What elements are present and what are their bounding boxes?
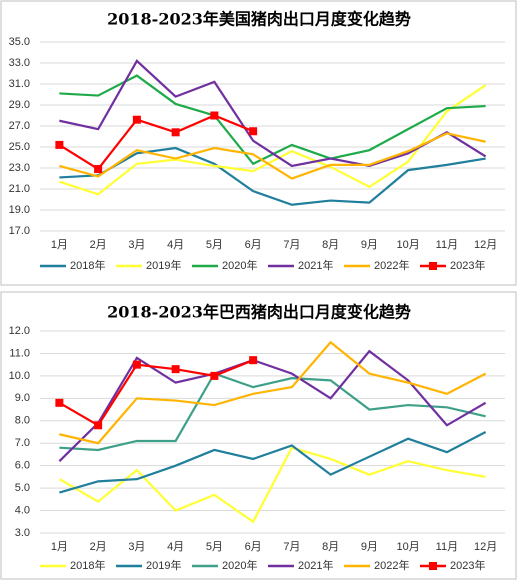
y-tick-label: 35.0 — [9, 36, 30, 48]
x-tick-label: 10月 — [397, 541, 420, 553]
legend-label: 2018年 — [70, 558, 105, 572]
point — [55, 398, 64, 407]
x-tick-label: 1月 — [51, 239, 68, 251]
point — [249, 127, 258, 136]
y-tick-label: 17.0 — [9, 225, 30, 237]
point — [210, 111, 219, 120]
legend-label: 2021年 — [298, 258, 333, 272]
point — [132, 115, 141, 124]
y-tick-label: 21.0 — [9, 183, 30, 195]
x-tick-label: 11月 — [436, 239, 458, 251]
legend-label: 2022年 — [374, 558, 409, 572]
x-tick-label: 6月 — [245, 541, 262, 553]
legend-label: 2020年 — [222, 258, 257, 272]
x-tick-label: 4月 — [167, 239, 184, 251]
panel — [0, 291, 517, 580]
series-line — [59, 372, 486, 452]
x-tick-label: 4月 — [167, 541, 184, 553]
x-tick-label: 2月 — [90, 541, 107, 553]
legend-label: 2021年 — [298, 558, 333, 572]
legend-marker — [429, 562, 437, 570]
series-line — [59, 132, 486, 180]
x-tick-label: 2月 — [90, 239, 107, 251]
legend-marker — [429, 262, 437, 270]
x-tick-label: 7月 — [283, 239, 300, 251]
y-tick-label: 4.0 — [15, 504, 30, 516]
series-line — [59, 59, 487, 168]
y-tick-label: 27.0 — [9, 120, 30, 132]
y-tick-label: 19.0 — [9, 204, 30, 216]
chart-title: 2018-2023年美国猪肉出口月度变化趋势 — [107, 10, 411, 29]
legend-label: 2020年 — [222, 558, 257, 572]
point — [55, 140, 64, 149]
y-tick-label: 11.0 — [9, 347, 30, 359]
point — [94, 165, 103, 174]
x-tick-label: 11月 — [436, 541, 458, 553]
point — [171, 365, 180, 374]
y-tick-label: 6.0 — [15, 460, 30, 472]
y-tick-label: 8.0 — [15, 415, 30, 427]
x-tick-label: 9月 — [361, 541, 378, 553]
y-tick-label: 31.0 — [9, 78, 30, 90]
point — [210, 371, 219, 380]
legend-label: 2022年 — [374, 258, 409, 272]
legend-label: 2023年 — [450, 558, 485, 572]
legend-label: 2018年 — [70, 258, 105, 272]
x-tick-label: 3月 — [128, 239, 145, 251]
point — [132, 360, 141, 369]
y-tick-label: 25.0 — [9, 141, 30, 153]
x-tick-label: 8月 — [322, 239, 339, 251]
x-tick-label: 12月 — [474, 541, 497, 553]
y-tick-label: 7.0 — [15, 437, 30, 449]
y-tick-label: 29.0 — [9, 99, 30, 111]
series-line — [58, 446, 486, 524]
x-tick-label: 5月 — [206, 541, 223, 553]
x-tick-label: 8月 — [322, 541, 339, 553]
point — [171, 128, 180, 137]
point — [249, 356, 258, 365]
series-line — [58, 349, 487, 462]
y-tick-label: 33.0 — [9, 57, 30, 69]
series-line — [59, 84, 487, 196]
point — [94, 421, 103, 430]
x-tick-label: 9月 — [361, 239, 378, 251]
chart-title: 2018-2023年巴西猪肉出口月度变化趋势 — [107, 303, 411, 322]
y-tick-label: 3.0 — [15, 527, 30, 539]
series-line — [58, 114, 254, 171]
legend-label: 2019年 — [146, 258, 181, 272]
x-tick-label: 3月 — [128, 541, 145, 553]
series-line — [59, 146, 486, 206]
y-tick-label: 9.0 — [15, 392, 30, 404]
x-tick-label: 12月 — [474, 239, 497, 251]
x-tick-label: 6月 — [245, 239, 262, 251]
x-tick-label: 5月 — [206, 239, 223, 251]
legend-label: 2023年 — [450, 258, 485, 272]
series-line — [59, 340, 487, 445]
x-tick-label: 7月 — [283, 541, 300, 553]
y-tick-label: 5.0 — [15, 482, 30, 494]
y-tick-label: 10.0 — [9, 370, 30, 382]
series-line — [59, 431, 487, 494]
x-tick-label: 10月 — [397, 239, 420, 251]
y-tick-label: 23.0 — [9, 162, 30, 174]
legend-label: 2019年 — [146, 558, 181, 572]
x-tick-label: 1月 — [51, 541, 68, 553]
y-tick-label: 12.0 — [9, 325, 30, 337]
series-line — [58, 359, 254, 427]
